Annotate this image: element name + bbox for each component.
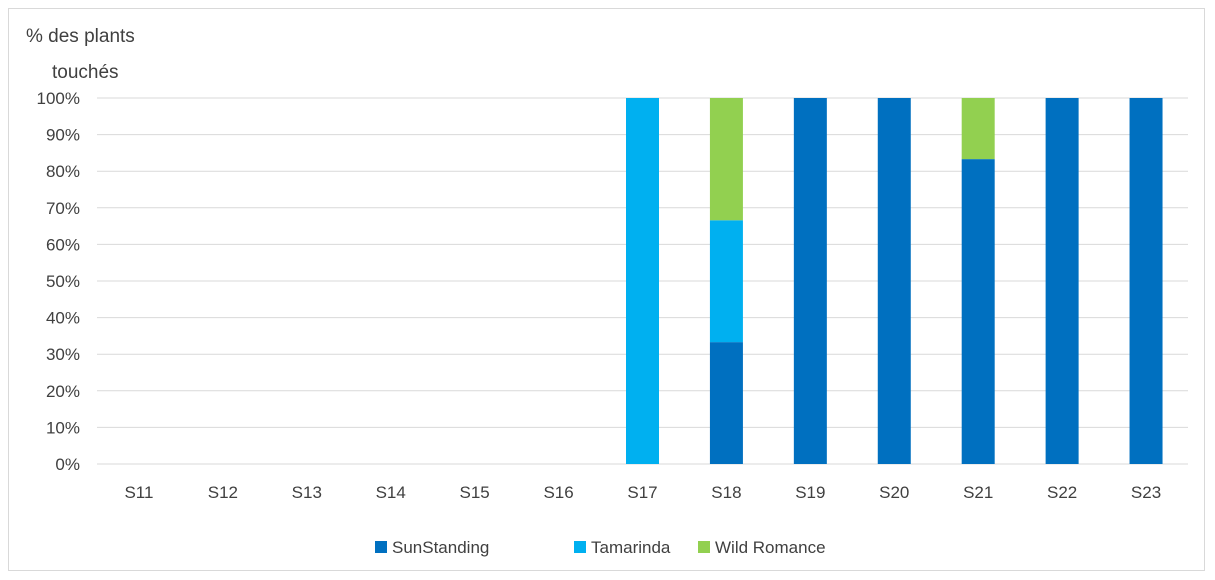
y-tick-label: 40%: [46, 309, 80, 328]
y-tick-label: 60%: [46, 235, 80, 254]
legend: SunStanding Tamarinda Wild Romance: [375, 538, 826, 557]
bar-segment-sunstanding: [1129, 98, 1163, 464]
legend-swatch: [375, 541, 387, 553]
y-tick-label: 20%: [46, 382, 80, 401]
x-tick-label: S16: [543, 483, 573, 502]
y-tick-label: 70%: [46, 199, 80, 218]
x-tick-label: S11: [124, 483, 153, 502]
x-tick-label: S22: [1047, 483, 1077, 502]
bar-segment-sunstanding: [1045, 98, 1079, 464]
legend-label: Tamarinda: [591, 538, 671, 557]
y-tick-label: 10%: [46, 418, 80, 437]
y-tick-label: 50%: [46, 272, 80, 291]
x-tick-label: S20: [879, 483, 909, 502]
bar-segment-wild-romance: [709, 98, 743, 221]
x-tick-label: S17: [627, 483, 657, 502]
bar-segment-tamarinda: [709, 220, 743, 343]
y-tick-label: 80%: [46, 162, 80, 181]
y-tick-label: 90%: [46, 126, 80, 145]
chart-area: [8, 8, 1205, 571]
bar-segment-tamarinda: [626, 98, 659, 464]
x-tick-label: S18: [711, 483, 741, 502]
bar-segment-sunstanding: [709, 342, 743, 464]
bar-segment-sunstanding: [877, 98, 911, 464]
x-tick-label: S14: [376, 483, 406, 502]
x-tick-label: S15: [460, 483, 490, 502]
x-tick-label: S19: [795, 483, 825, 502]
x-axis-ticks: S11 S12 S13 S14 S15 S16 S17 S18 S19 S20 S21 S22 S23: [124, 483, 1161, 502]
x-tick-label: S21: [963, 483, 993, 502]
legend-swatch: [574, 541, 586, 553]
bar-segment-wild-romance: [961, 98, 995, 160]
y-tick-label: 100%: [37, 89, 80, 108]
legend-label: Wild Romance: [715, 538, 826, 557]
y-axis-label-line-2: touchés: [52, 62, 119, 83]
x-tick-label: S13: [292, 483, 322, 502]
y-tick-label: 30%: [46, 345, 80, 364]
y-axis-ticks: 0% 10% 20% 30% 40% 50% 60% 70% 80% 90% 100%: [37, 89, 80, 474]
bar-segment-sunstanding: [793, 98, 827, 464]
bars: [626, 98, 1163, 464]
y-tick-label: 0%: [55, 455, 80, 474]
x-tick-label: S12: [208, 483, 238, 502]
y-axis-label-line-1: % des plants: [26, 26, 135, 47]
bar-segment-sunstanding: [961, 159, 995, 464]
legend-label: SunStanding: [392, 538, 489, 557]
x-tick-label: S23: [1131, 483, 1161, 502]
legend-swatch: [698, 541, 710, 553]
